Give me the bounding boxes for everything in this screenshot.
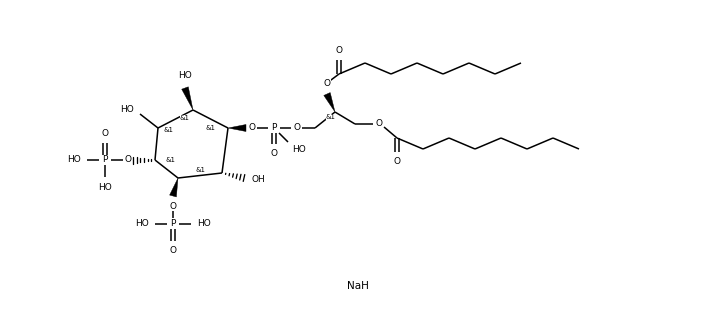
Text: &1: &1: [195, 167, 205, 173]
Text: &1: &1: [326, 114, 336, 120]
Text: HO: HO: [67, 155, 81, 165]
Text: HO: HO: [178, 71, 192, 80]
Polygon shape: [228, 125, 246, 132]
Text: O: O: [393, 157, 400, 166]
Text: P: P: [170, 219, 176, 229]
Text: O: O: [169, 246, 177, 255]
Text: O: O: [335, 46, 342, 55]
Polygon shape: [324, 92, 335, 112]
Text: NaH: NaH: [347, 281, 369, 291]
Text: HO: HO: [197, 219, 211, 229]
Text: P: P: [271, 124, 277, 133]
Text: HO: HO: [292, 145, 306, 154]
Text: HO: HO: [98, 183, 112, 192]
Text: &1: &1: [205, 125, 215, 131]
Text: O: O: [102, 129, 109, 138]
Text: O: O: [124, 155, 132, 165]
Text: O: O: [169, 202, 177, 211]
Text: &1: &1: [165, 157, 175, 163]
Text: HO: HO: [135, 219, 149, 229]
Text: HO: HO: [120, 106, 134, 114]
Text: O: O: [293, 124, 300, 133]
Text: O: O: [375, 119, 383, 129]
Text: O: O: [270, 149, 277, 158]
Text: OH: OH: [252, 175, 266, 184]
Polygon shape: [169, 178, 178, 197]
Text: P: P: [102, 155, 108, 165]
Text: &1: &1: [180, 115, 190, 121]
Polygon shape: [182, 87, 193, 110]
Text: O: O: [249, 124, 255, 133]
Text: &1: &1: [163, 127, 173, 133]
Text: O: O: [323, 79, 330, 88]
